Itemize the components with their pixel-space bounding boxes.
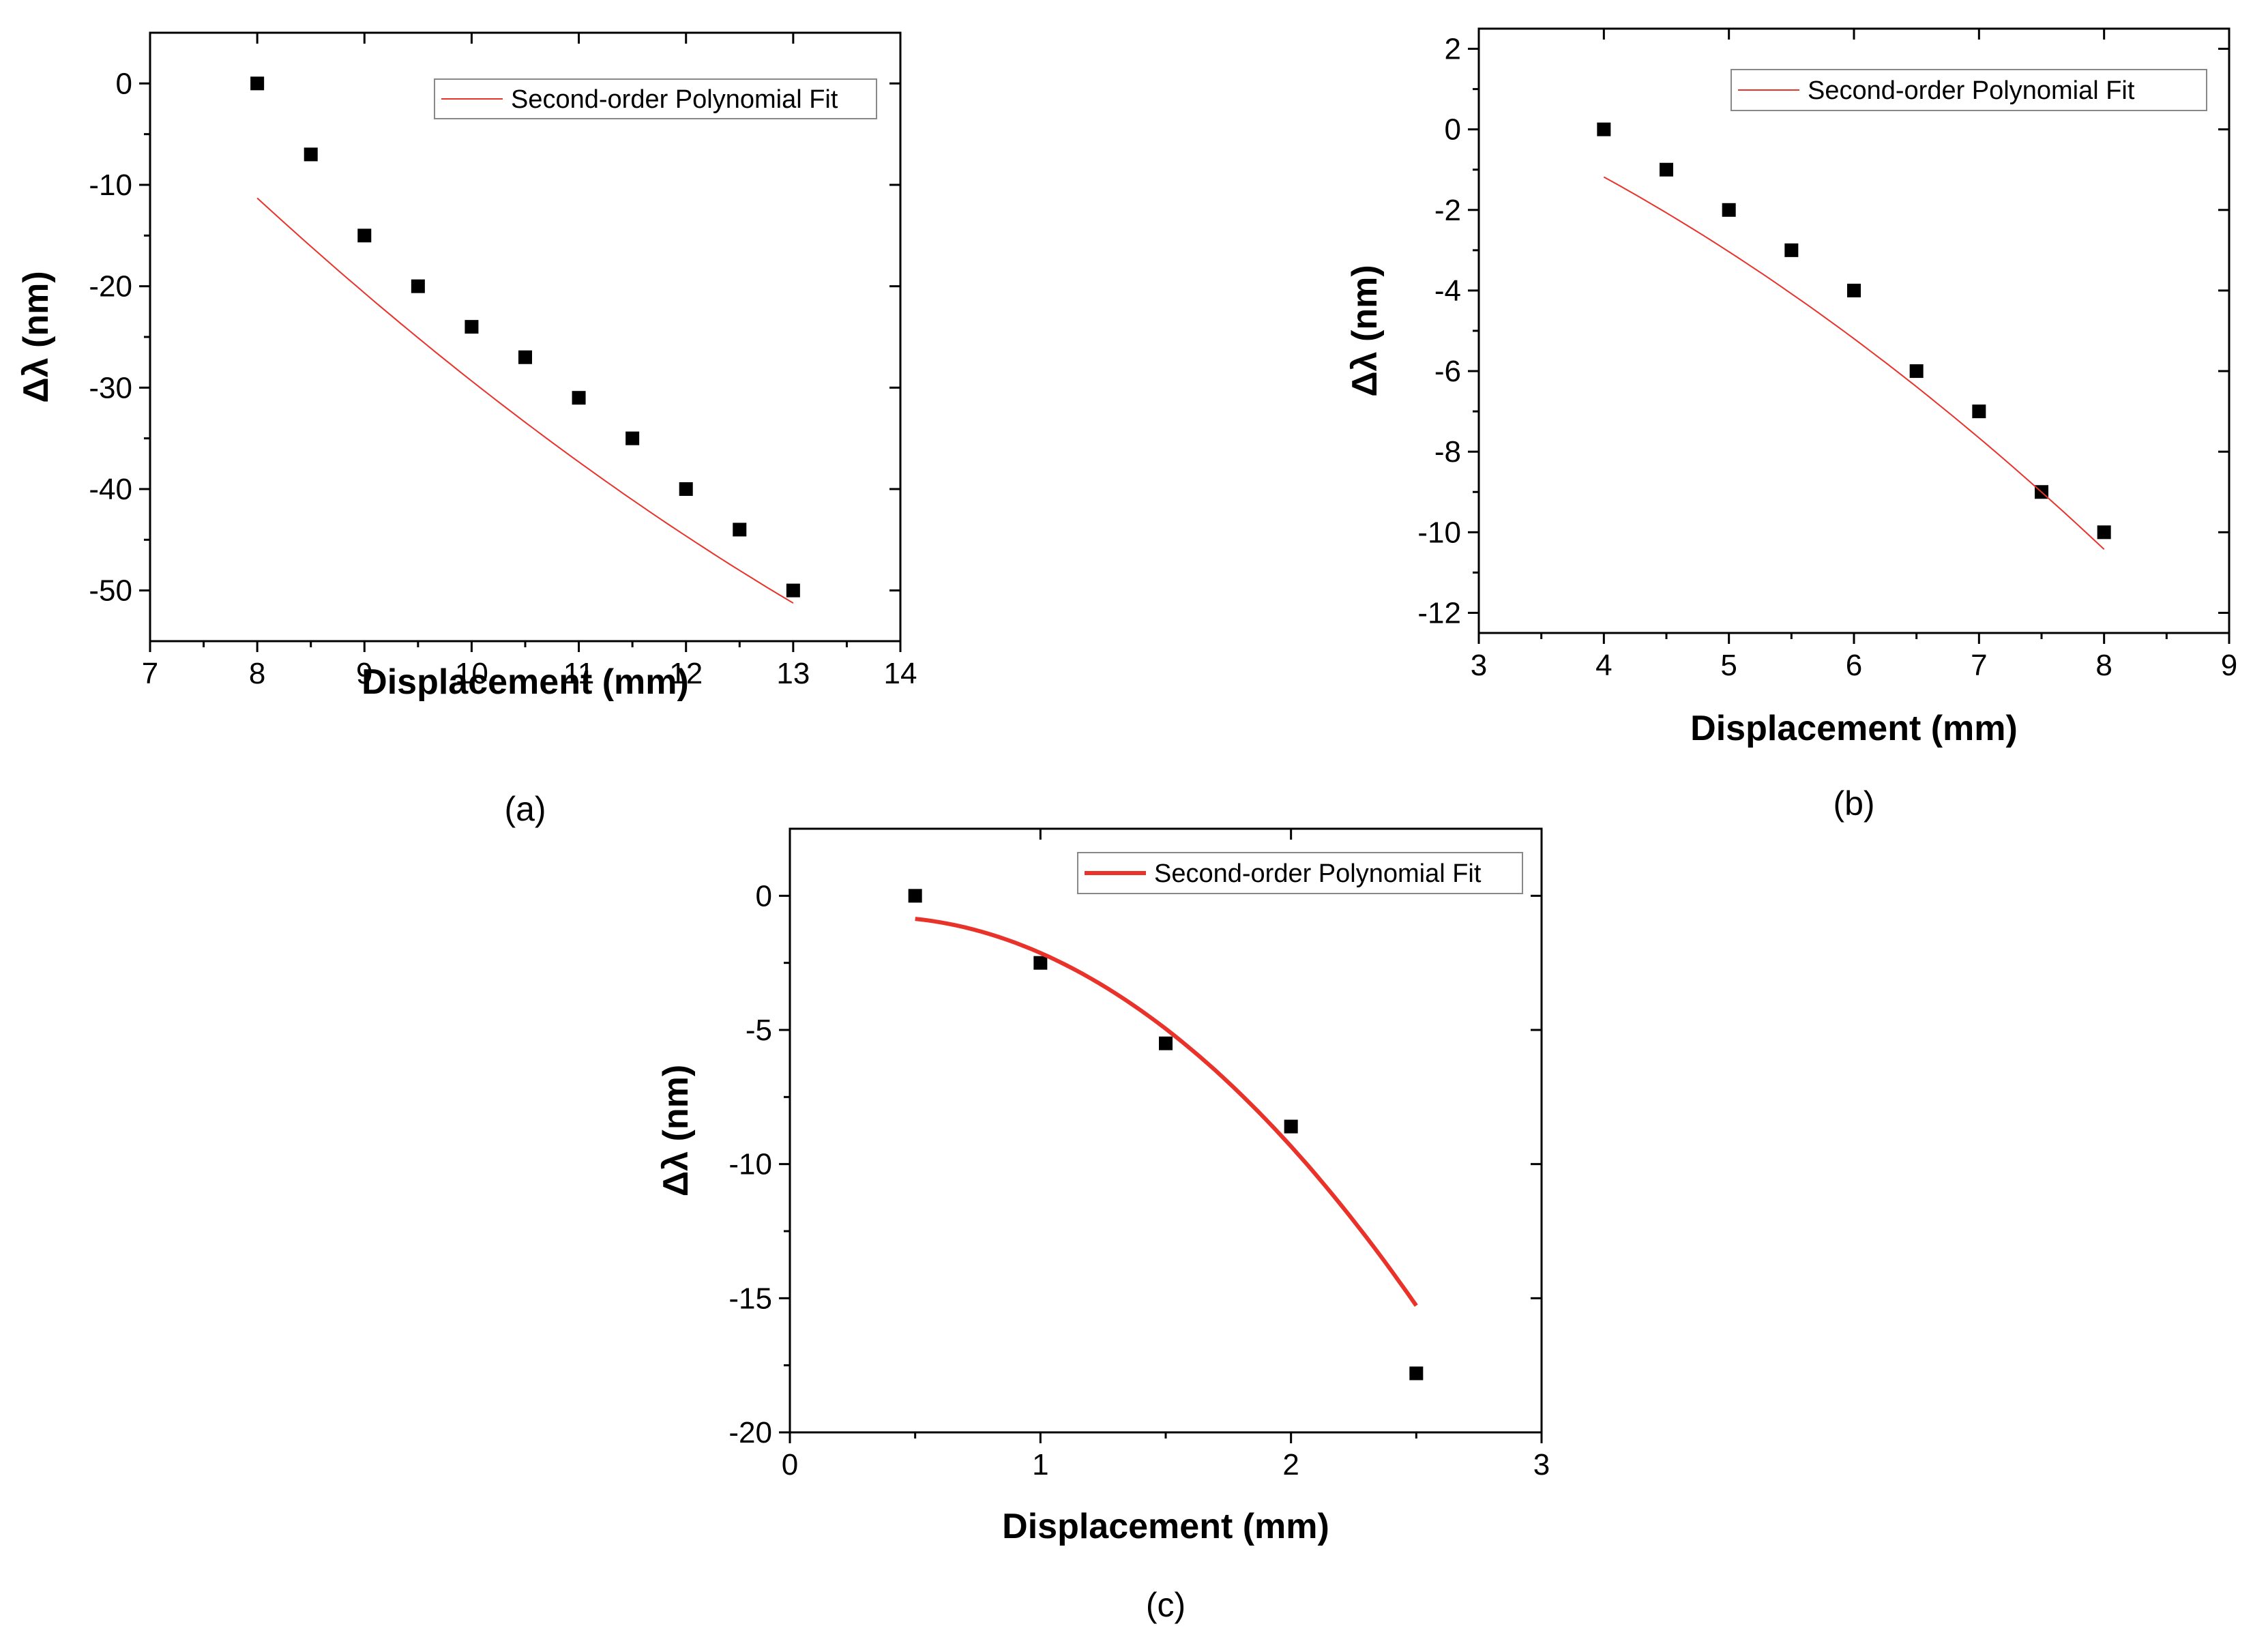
legend-box-c [1077, 852, 1523, 894]
legend-b: Second-order Polynomial Fit [1731, 69, 2207, 111]
data-point-b [1847, 283, 1861, 297]
data-point-a [411, 279, 425, 293]
panel-label-b: (b) [1833, 784, 1874, 823]
plot-frame-a [149, 31, 902, 643]
legend-box-b [1731, 69, 2207, 111]
x-axis-title-b: Displacement (mm) [1690, 709, 2018, 748]
x-tick-label-b: 7 [1971, 649, 1987, 682]
x-tick-label-a: 10 [455, 657, 488, 690]
panel-label-c: (c) [1146, 1586, 1186, 1624]
legend-label-b: Second-order Polynomial Fit [1808, 76, 2135, 105]
y-tick-label-b: -2 [1434, 194, 1461, 227]
y-tick-label-c: -5 [746, 1014, 772, 1047]
data-point-c [1409, 1366, 1424, 1381]
data-point-c [1033, 956, 1048, 970]
data-point-b [1972, 404, 1986, 419]
x-tick-label-a: 13 [776, 657, 810, 690]
plot-area-b: 3 4 5 6 7 8 9 2 0 -2 -4 -6 -8 -10 -12 [1417, 29, 2237, 682]
y-tick-label-a: -10 [89, 168, 132, 202]
x-tick-label-a: 14 [884, 657, 917, 690]
y-tick-label-a: 0 [116, 67, 132, 100]
panel-label-a: (a) [504, 790, 546, 828]
data-point-b [1784, 243, 1799, 257]
x-tick-label-b: 8 [2095, 649, 2112, 682]
y-axis-title-c: Δλ (nm) [656, 1065, 696, 1196]
data-point-a [786, 583, 800, 598]
data-point-a [679, 482, 693, 496]
data-point-b [1722, 203, 1736, 217]
fit-curve-c [915, 917, 1418, 1307]
y-tick-label-b: 0 [1445, 113, 1461, 147]
x-axis-title-c: Displacement (mm) [1002, 1507, 1329, 1546]
y-tick-label-c: -10 [728, 1148, 772, 1181]
legend-c: Second-order Polynomial Fit [1077, 852, 1523, 894]
x-tick-label-c: 3 [1533, 1448, 1550, 1481]
y-tick-label-b: -6 [1434, 355, 1461, 388]
x-tick-label-c: 0 [782, 1448, 798, 1481]
x-tick-label-a: 7 [142, 657, 158, 690]
plot-frame-b [1477, 27, 2230, 634]
y-tick-label-a: -20 [89, 270, 132, 304]
chart-panel-a: 7 8 9 10 11 12 13 14 0 -10 -20 -30 -40 -50 Second-ord… [16, 31, 917, 828]
x-axis-title-a: Displacement (mm) [362, 662, 689, 702]
x-tick-label-a: 9 [356, 657, 372, 690]
x-tick-label-c: 2 [1282, 1448, 1299, 1481]
legend-a: Second-order Polynomial Fit [434, 78, 877, 119]
x-tick-label-a: 11 [563, 657, 595, 690]
plot-frame-c [789, 827, 1543, 1434]
y-tick-label-b: -12 [1417, 596, 1461, 630]
y-tick-label-b: -10 [1417, 516, 1461, 549]
data-point-a [572, 391, 586, 405]
y-tick-label-a: -30 [89, 371, 132, 404]
y-tick-label-b: 2 [1445, 33, 1461, 66]
y-tick-label-c: -20 [728, 1416, 772, 1449]
data-point-c [908, 889, 922, 903]
x-tick-label-b: 5 [1720, 649, 1737, 682]
data-point-b [1909, 364, 1924, 379]
y-tick-label-b: -8 [1434, 435, 1461, 469]
y-axis-title-b: Δλ (nm) [1345, 265, 1385, 396]
y-tick-label-a: -40 [89, 473, 132, 506]
data-point-c [1284, 1119, 1298, 1134]
legend-label-c: Second-order Polynomial Fit [1154, 859, 1482, 888]
x-tick-label-b: 4 [1595, 649, 1612, 682]
data-point-a [465, 320, 479, 334]
x-tick-label-b: 6 [1846, 649, 1862, 682]
y-tick-label-c: -15 [728, 1282, 772, 1315]
data-point-b [1660, 162, 1673, 177]
y-axis-title-a: Δλ (nm) [16, 271, 56, 402]
data-point-a [733, 522, 747, 537]
data-point-b [2097, 525, 2111, 540]
data-point-b [1597, 122, 1611, 136]
data-point-a [625, 431, 640, 445]
data-point-c [1159, 1036, 1173, 1050]
data-point-a [250, 76, 265, 91]
chart-panel-c: 0 1 2 3 0 -5 -10 -15 -20 Second-order Polynomial… [656, 827, 1550, 1624]
fit-curve-a [256, 197, 794, 604]
x-tick-label-b: 9 [2221, 649, 2237, 682]
x-tick-label-a: 12 [669, 657, 703, 690]
legend-box-a [434, 78, 877, 119]
x-tick-label-b: 3 [1471, 649, 1487, 682]
data-point-a [304, 147, 318, 162]
plot-area-c: 0 1 2 3 0 -5 -10 -15 -20 [728, 829, 1550, 1481]
chart-panel-b: 3 4 5 6 7 8 9 2 0 -2 -4 -6 -8 -10 -12 Second-order Pol… [1345, 27, 2237, 823]
legend-label-a: Second-order Polynomial Fit [511, 85, 838, 114]
y-tick-label-b: -4 [1434, 274, 1461, 308]
y-tick-label-a: -50 [89, 574, 132, 608]
x-tick-label-c: 1 [1032, 1448, 1048, 1481]
data-point-a [357, 228, 372, 243]
x-tick-label-a: 8 [249, 657, 265, 690]
y-tick-label-c: 0 [756, 879, 772, 913]
fit-curve-b [1603, 176, 2105, 550]
data-point-a [518, 350, 532, 364]
plot-area-a: 7 8 9 10 11 12 13 14 0 -10 -20 -30 -40 -50 [89, 33, 917, 690]
